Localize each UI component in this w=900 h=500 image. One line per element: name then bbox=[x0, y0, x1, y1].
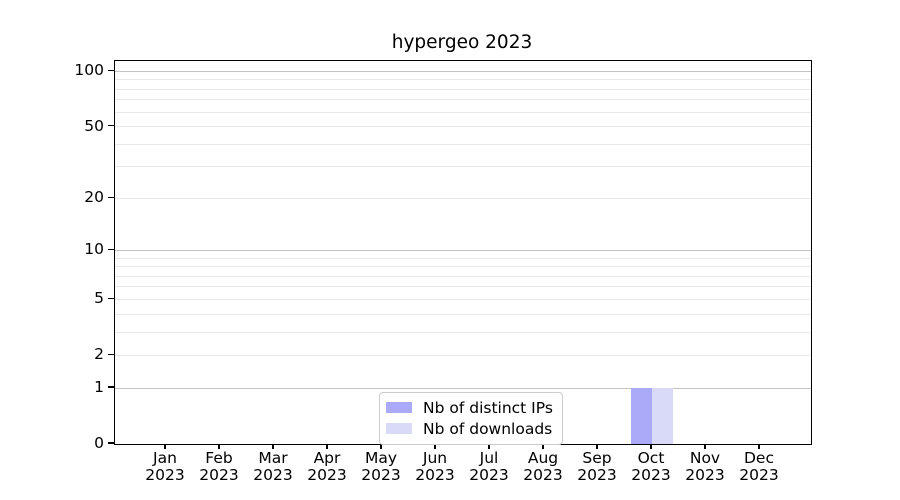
y-tick-label: 50 bbox=[44, 116, 104, 136]
legend-item: Nb of distinct IPs bbox=[386, 397, 553, 418]
legend-item: Nb of downloads bbox=[386, 418, 553, 439]
y-tick bbox=[108, 70, 114, 71]
y-tick-label: 2 bbox=[44, 344, 104, 364]
legend-label: Nb of distinct IPs bbox=[423, 399, 553, 417]
chart: hypergeo 2023 0125102050100Jan2023Feb202… bbox=[0, 0, 900, 500]
bar-oct-series0 bbox=[631, 388, 652, 444]
chart-title: hypergeo 2023 bbox=[114, 31, 810, 55]
y-tick bbox=[108, 298, 114, 299]
y-tick-label: 20 bbox=[44, 187, 104, 207]
y-tick bbox=[108, 386, 114, 387]
x-tick-label: Dec2023 bbox=[727, 450, 791, 483]
bar-oct-series1 bbox=[652, 388, 673, 444]
y-tick-label: 100 bbox=[44, 60, 104, 80]
y-tick bbox=[108, 442, 114, 443]
y-tick bbox=[108, 197, 114, 198]
y-tick bbox=[108, 125, 114, 126]
y-tick-label: 5 bbox=[44, 288, 104, 308]
legend-label: Nb of downloads bbox=[423, 420, 552, 438]
plot-area bbox=[114, 60, 812, 445]
x-tick-month: Dec bbox=[727, 450, 791, 467]
y-tick bbox=[108, 354, 114, 355]
x-tick-year: 2023 bbox=[727, 467, 791, 484]
y-tick bbox=[108, 249, 114, 250]
y-tick-label: 0 bbox=[44, 433, 104, 453]
bars-layer bbox=[115, 61, 811, 444]
y-tick-label: 10 bbox=[44, 239, 104, 259]
legend-swatch bbox=[386, 423, 412, 434]
legend-swatch bbox=[386, 402, 412, 413]
legend: Nb of distinct IPs Nb of downloads bbox=[379, 392, 563, 445]
y-tick-label: 1 bbox=[44, 377, 104, 397]
